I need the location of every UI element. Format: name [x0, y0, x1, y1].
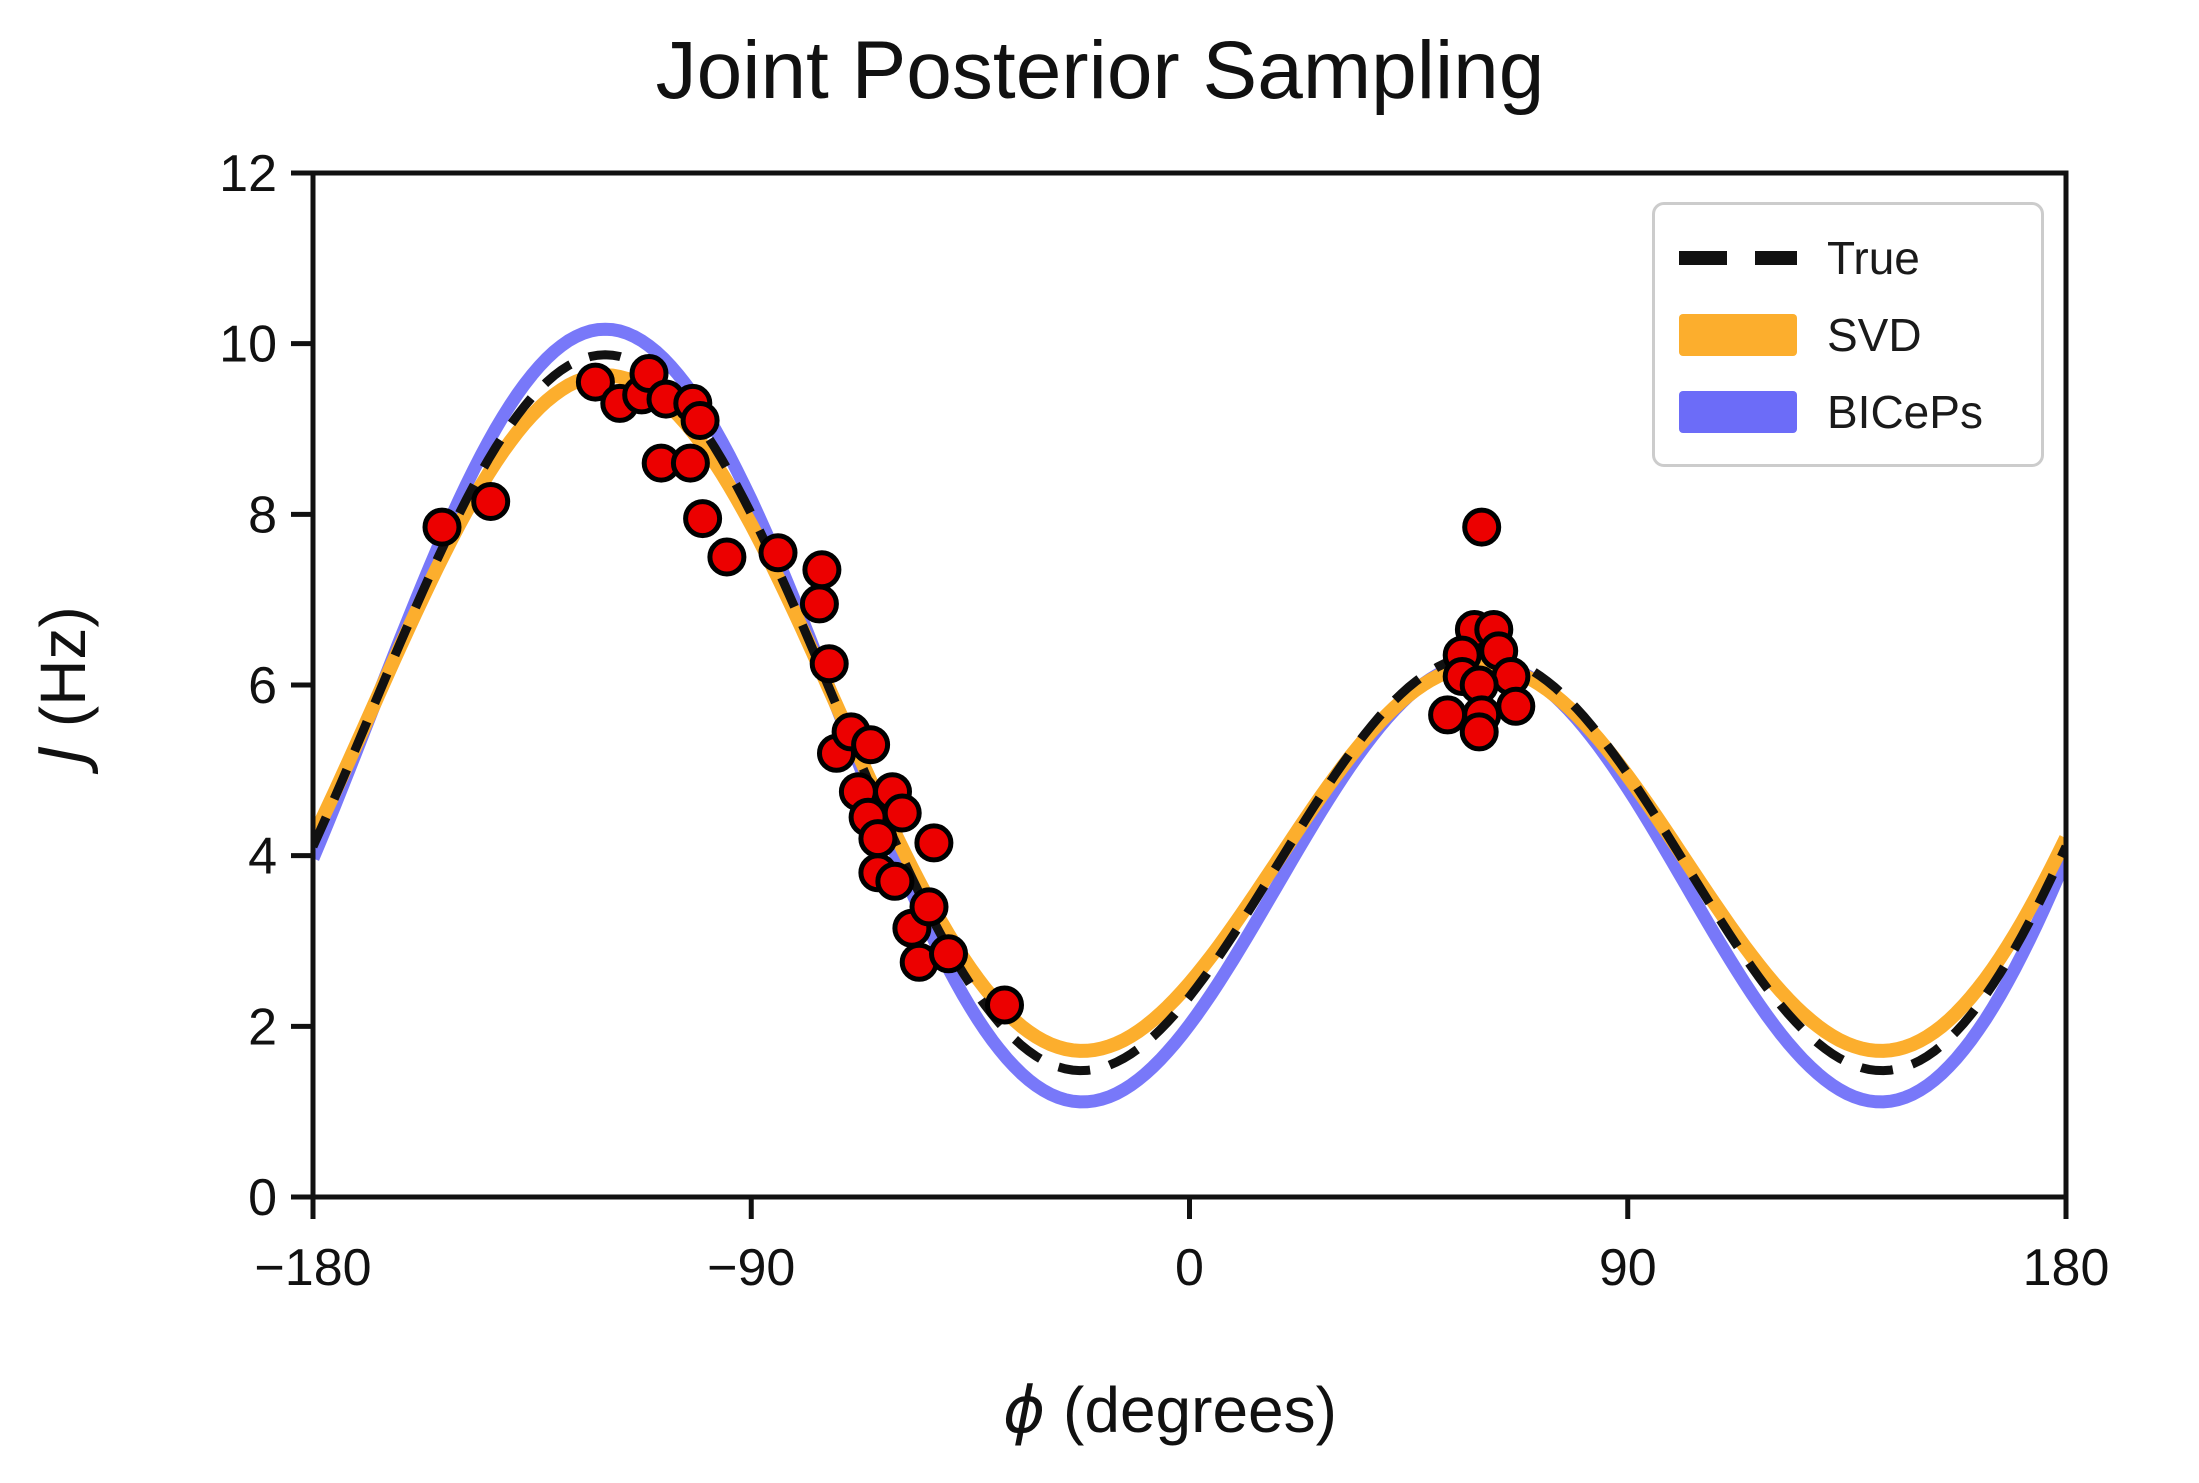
- data-point: [985, 985, 1024, 1025]
- data-point: [875, 861, 915, 901]
- data-point: [802, 550, 842, 590]
- data-point: [680, 401, 720, 440]
- data-point: [471, 482, 511, 521]
- y-tick-label: 8: [248, 486, 277, 544]
- plot-frame: [310, 170, 2069, 1200]
- y-tick-label: 6: [248, 657, 277, 715]
- y-tick-label: 12: [219, 145, 277, 203]
- x-axis-label: ϕ (degrees): [1003, 1374, 1337, 1448]
- svd-color-swatch: [1679, 313, 1797, 356]
- J-symbol: J: [27, 745, 101, 775]
- data-point: [1428, 695, 1468, 735]
- curve-biceps: [313, 322, 2066, 1109]
- data-point: [1462, 507, 1502, 547]
- data-point: [758, 533, 798, 573]
- legend-entry-true: True: [1679, 235, 2017, 281]
- y-tick-label: 4: [248, 828, 277, 886]
- curve-svd: [313, 368, 2066, 1058]
- true-dashed-line-swatch: [1679, 250, 1797, 265]
- biceps-color-swatch: [1679, 390, 1797, 433]
- legend-entry-svd: SVD: [1679, 312, 2017, 358]
- data-point: [707, 537, 747, 577]
- data-point: [799, 584, 839, 624]
- legend-entry-biceps: BICePs: [1679, 389, 2017, 435]
- data-point: [1496, 686, 1536, 726]
- x-axis-label-units: (degrees): [1045, 1374, 1337, 1446]
- y-axis-label-units: (Hz): [27, 606, 99, 745]
- axis-ticks: −180 −90 0 90 180 0 2 4 6 8 10 12: [219, 145, 2109, 1297]
- data-point: [683, 499, 723, 539]
- data-point: [914, 823, 954, 863]
- data-point: [809, 644, 849, 684]
- data-point: [575, 362, 615, 402]
- legend-label-svd: SVD: [1827, 308, 1922, 361]
- data-point: [851, 725, 891, 765]
- x-tick-label: 180: [2023, 1239, 2110, 1297]
- y-tick-label: 2: [248, 998, 277, 1056]
- legend-label-true: True: [1827, 231, 1920, 284]
- y-tick-label: 10: [219, 316, 277, 374]
- x-tick-label: −180: [254, 1239, 371, 1297]
- data-point: [882, 793, 922, 833]
- data-point: [670, 443, 710, 483]
- y-axis-label: J (Hz): [27, 606, 101, 775]
- x-tick-label: 90: [1599, 1239, 1657, 1297]
- y-tick-label: 0: [248, 1169, 277, 1227]
- x-tick-label: 0: [1175, 1239, 1204, 1297]
- legend-label-biceps: BICePs: [1827, 385, 1983, 438]
- data-point: [909, 887, 949, 927]
- x-tick-label: −90: [707, 1239, 795, 1297]
- scatter-points: [422, 354, 1536, 1025]
- phi-symbol: ϕ: [1003, 1374, 1045, 1448]
- data-point: [1459, 712, 1499, 752]
- curve-true: [313, 350, 2066, 1076]
- chart-title: Joint Posterior Sampling: [656, 25, 1545, 116]
- data-point: [929, 934, 968, 974]
- legend-box: True SVD BICePs: [1652, 202, 2044, 467]
- data-point: [422, 507, 462, 547]
